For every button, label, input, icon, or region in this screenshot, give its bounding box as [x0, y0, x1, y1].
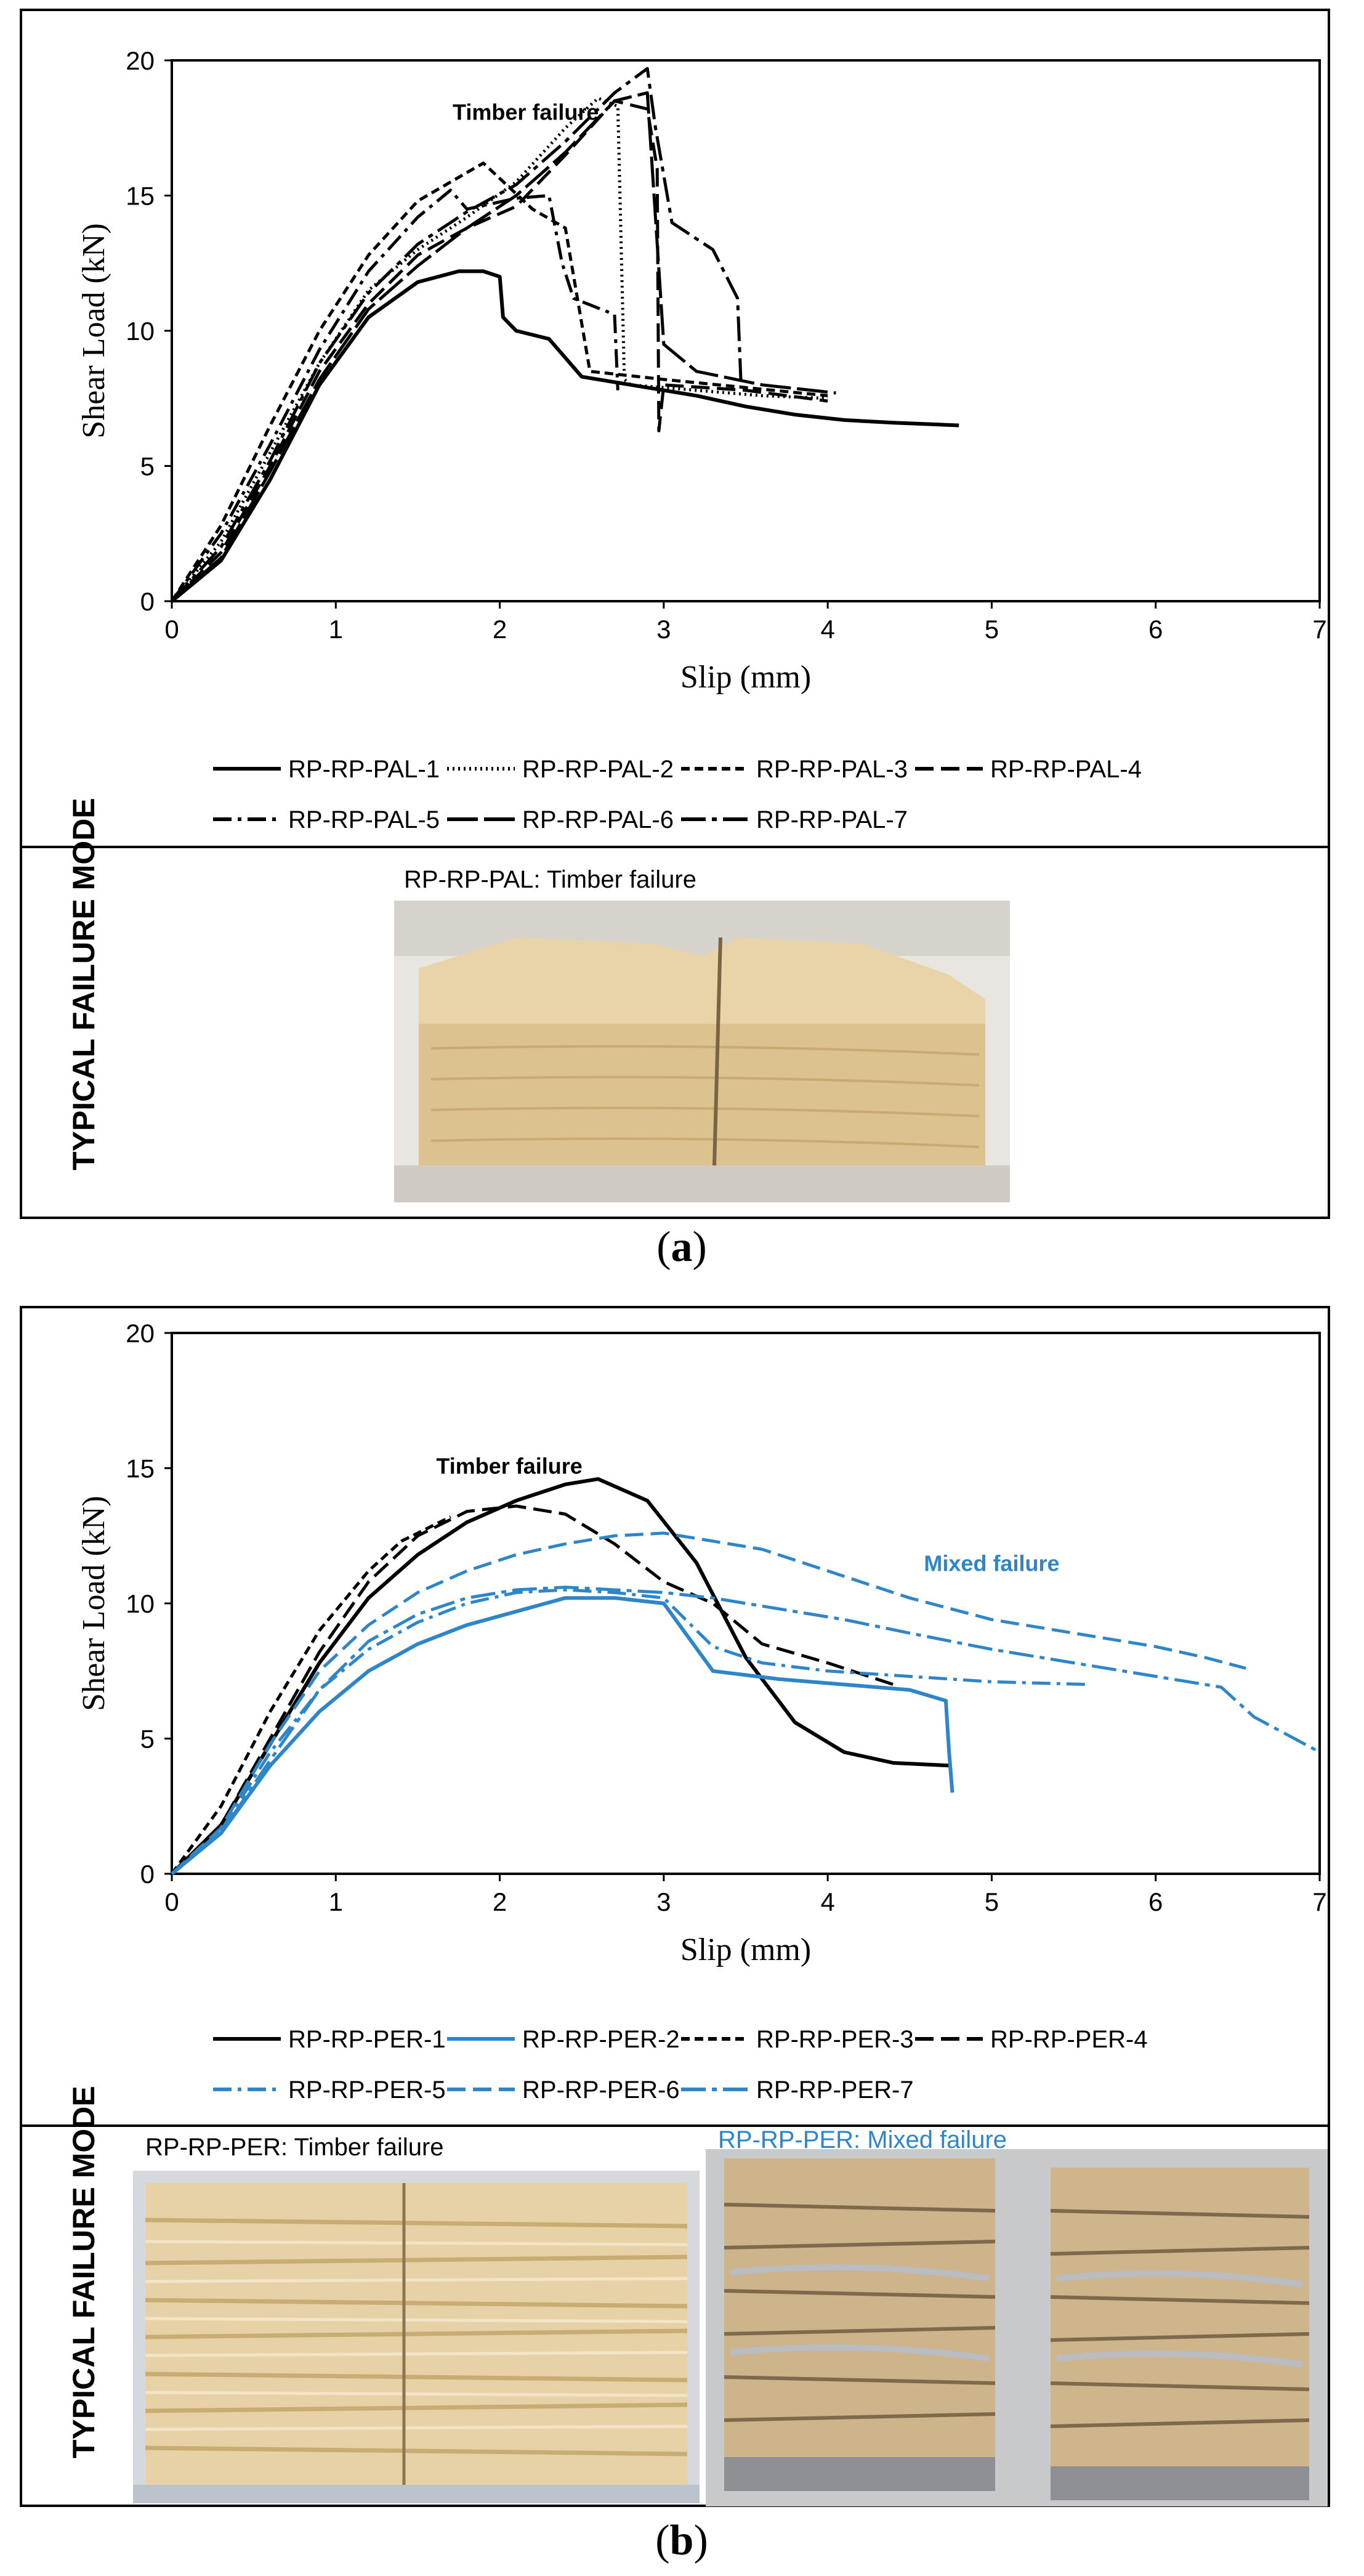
y-axis-title: Shear Load (kN) — [76, 1496, 111, 1711]
mixed-failure-photo — [706, 2149, 1328, 2506]
x-tick-label: 2 — [493, 615, 507, 644]
x-tick-label: 4 — [820, 1887, 834, 1916]
failure-mode-label: TYPICAL FAILURE MODE — [67, 798, 101, 1170]
y-tick-label: 20 — [126, 1319, 155, 1348]
y-tick-label: 0 — [140, 587, 155, 616]
series-line-rp-rp-pal-2 — [171, 97, 828, 602]
legend-label: RP-RP-PAL-5 — [288, 806, 440, 833]
photo-caption: RP-RP-PAL: Timber failure — [404, 866, 696, 893]
y-axis-title: Shear Load (kN) — [76, 223, 111, 438]
legend-label: RP-RP-PAL-6 — [522, 806, 674, 833]
x-tick-label: 7 — [1312, 615, 1326, 644]
y-tick-label: 15 — [126, 182, 155, 211]
legend-label: RP-RP-PER-6 — [522, 2076, 680, 2104]
legend-label: RP-RP-PAL-3 — [756, 756, 908, 783]
series-line-rp-rp-per-3 — [170, 1515, 451, 1875]
x-tick-label: 6 — [1148, 1887, 1163, 1916]
timber-specimen-photo — [394, 901, 1010, 1202]
legend-label: RP-RP-PAL-1 — [288, 756, 440, 783]
x-tick-label: 5 — [985, 1887, 999, 1916]
y-tick-label: 0 — [140, 1860, 155, 1889]
series-line-rp-rp-per-5 — [171, 1588, 1091, 1875]
x-tick-label: 1 — [329, 1887, 343, 1916]
x-axis-title: Slip (mm) — [680, 1932, 811, 1967]
series-line-rp-rp-pal-5 — [170, 188, 619, 602]
annotation-timber-failure: Timber failure — [453, 100, 599, 125]
x-axis-title: Slip (mm) — [680, 660, 811, 695]
series-line-rp-rp-per-6 — [171, 1531, 1246, 1875]
y-tick-label: 5 — [140, 452, 155, 481]
x-tick-label: 4 — [820, 615, 834, 644]
legend-label: RP-RP-PER-5 — [288, 2076, 446, 2104]
figure-b-panel: 0 5 10 15 20 0 1 2 3 4 5 6 7 Slip (mm) Shear Load (kN)… — [20, 1306, 1330, 2507]
series-line-rp-rp-pal-6 — [171, 91, 836, 602]
series-line-rp-rp-pal-3 — [170, 161, 828, 602]
series-line-rp-rp-pal-1 — [171, 269, 959, 603]
timber-failure-photo — [133, 2171, 700, 2503]
series-line-rp-rp-per-7 — [171, 1586, 1321, 1875]
x-tick-label: 3 — [656, 615, 671, 644]
legend-label: RP-RP-PAL-7 — [756, 806, 908, 833]
series-line-rp-rp-per-1 — [170, 1477, 951, 1876]
series-line-rp-rp-per-4 — [171, 1504, 894, 1875]
y-tick-label: 15 — [126, 1454, 155, 1483]
failure-mode-label: TYPICAL FAILURE MODE — [67, 2086, 101, 2458]
x-tick-label: 1 — [329, 615, 343, 644]
plot-area-frame — [171, 59, 1321, 602]
x-tick-label: 0 — [164, 1887, 179, 1916]
x-tick-label: 7 — [1312, 1887, 1326, 1916]
legend-label: RP-RP-PER-4 — [990, 2026, 1148, 2053]
chart-b: 0 5 10 15 20 0 1 2 3 4 5 6 7 Slip (mm) Shear Load (kN)… — [76, 1319, 1327, 2104]
y-tick-label: 5 — [140, 1725, 155, 1754]
series-line-rp-rp-pal-7 — [171, 67, 743, 602]
legend-label: RP-RP-PER-3 — [756, 2026, 914, 2053]
legend-label: RP-RP-PAL-2 — [522, 756, 674, 783]
figure-a-letter: (a) — [656, 1223, 707, 1271]
photo-caption-mixed: RP-RP-PER: Mixed failure — [718, 2126, 1007, 2153]
x-tick-label: 0 — [164, 615, 179, 644]
divider — [22, 2124, 1328, 2127]
annotation-timber-failure: Timber failure — [436, 1453, 582, 1478]
legend-label: RP-RP-PER-1 — [288, 2026, 446, 2053]
figure-a-panel: 0 5 10 15 20 0 1 2 3 4 5 6 7 Slip (mm) Shear Load (kN)… — [20, 9, 1330, 1219]
legend-label: RP-RP-PER-7 — [756, 2076, 914, 2104]
x-tick-label: 3 — [656, 1887, 671, 1916]
x-tick-label: 5 — [985, 615, 999, 644]
series-line-rp-rp-pal-4 — [171, 99, 828, 602]
legend-label: RP-RP-PER-2 — [522, 2026, 680, 2053]
plot-area-frame — [171, 1332, 1321, 1875]
y-tick-label: 20 — [126, 46, 155, 75]
y-tick-label: 10 — [126, 1589, 155, 1618]
series-line-rp-rp-per-2 — [171, 1596, 954, 1876]
annotation-mixed-failure: Mixed failure — [924, 1550, 1059, 1576]
photo-caption-timber: RP-RP-PER: Timber failure — [145, 2134, 444, 2161]
legend-label: RP-RP-PAL-4 — [990, 756, 1142, 783]
divider — [22, 846, 1328, 848]
chart-a: 0 5 10 15 20 0 1 2 3 4 5 6 7 Slip (mm) Shear Load (kN)… — [76, 46, 1327, 833]
x-tick-label: 2 — [493, 1887, 507, 1916]
x-tick-label: 6 — [1148, 615, 1163, 644]
y-tick-label: 10 — [126, 317, 155, 346]
figure-b-letter: (b) — [655, 2517, 708, 2564]
